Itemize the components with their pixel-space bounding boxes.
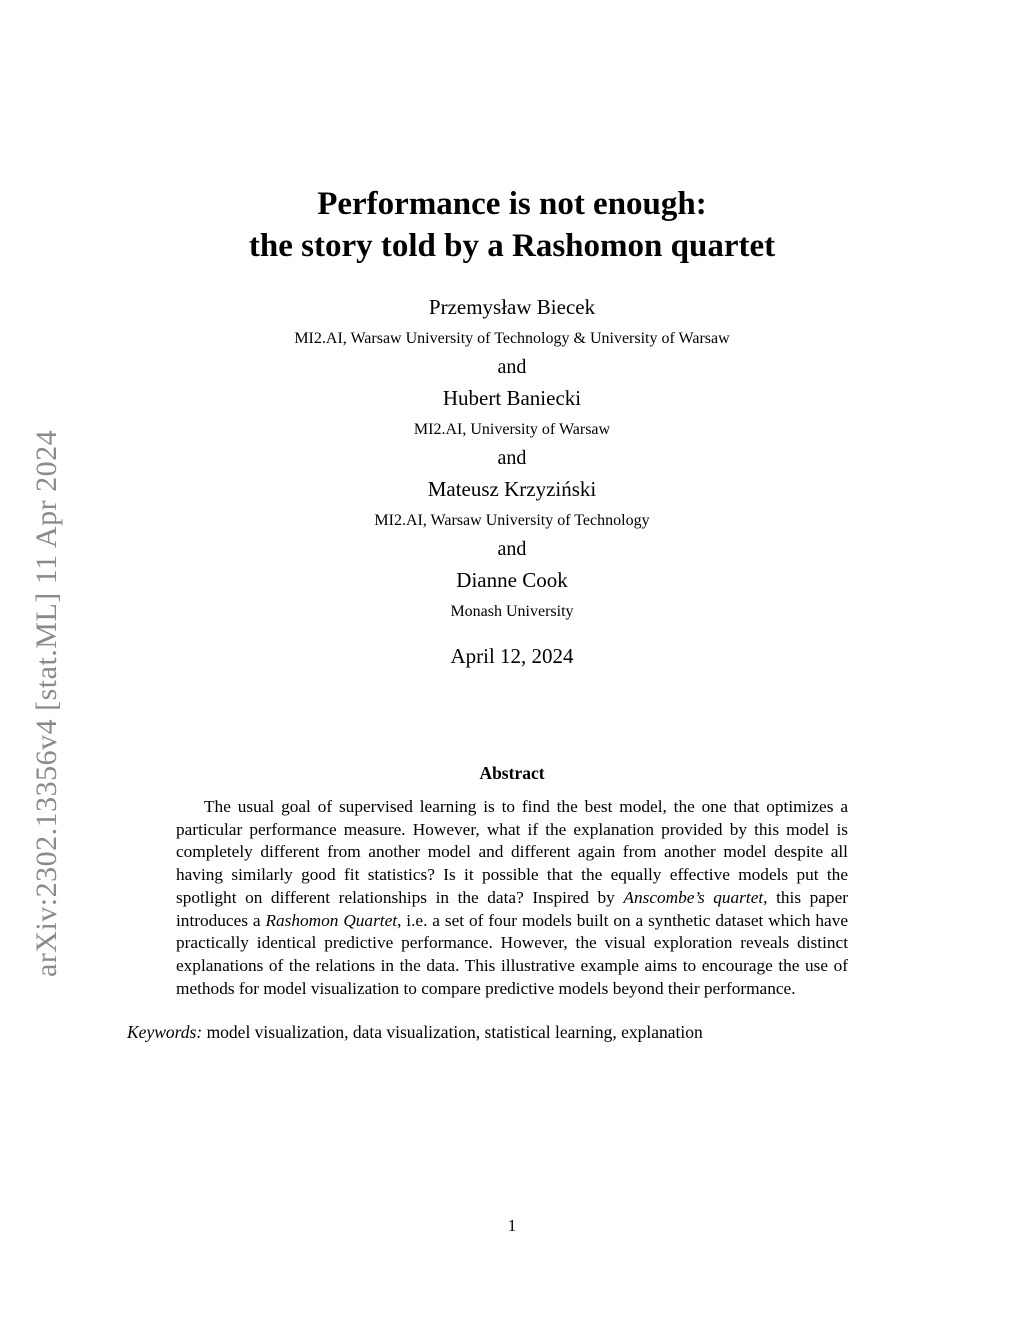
author-separator: and bbox=[497, 447, 527, 469]
abstract-part2: , this paper introduces a bbox=[176, 887, 848, 930]
author-affiliation: MI2.AI, Warsaw University of Technology bbox=[374, 512, 650, 529]
arxiv-stamp: arXiv:2302.13356v4 [stat.ML] 11 Apr 2024 bbox=[30, 429, 63, 977]
author-separator: and bbox=[497, 538, 527, 560]
author-affiliation: MI2.AI, Warsaw University of Technology … bbox=[294, 330, 730, 347]
abstract-part3: , i.e. a set of four models built on a s… bbox=[176, 910, 848, 998]
paper-title-line2: the story told by a Rashomon quartet bbox=[248, 228, 776, 264]
author-separator: and bbox=[497, 356, 527, 378]
paper-title: Performance is not enough: the story tol… bbox=[127, 0, 897, 267]
paper-content: Performance is not enough: the story tol… bbox=[127, 0, 897, 1043]
abstract-part1: The usual goal of supervised learning is… bbox=[176, 797, 848, 907]
author-affiliation: MI2.AI, University of Warsaw bbox=[413, 421, 611, 438]
abstract-text: The usual goal of supervised learning is… bbox=[176, 796, 848, 1000]
page-number: 1 bbox=[507, 1216, 517, 1235]
author-name: Mateusz Krzyziński bbox=[427, 477, 597, 501]
paper-title-line1: Performance is not enough: bbox=[317, 186, 707, 222]
author-name: Dianne Cook bbox=[456, 568, 568, 592]
keywords-line: Keywords: model visualization, data visu… bbox=[127, 1021, 897, 1043]
author-affiliation: Monash University bbox=[450, 603, 574, 620]
author-name: Hubert Baniecki bbox=[442, 386, 582, 410]
abstract-italic-anscombe: Anscombe’s quartet bbox=[623, 887, 764, 907]
abstract-italic-rashomon: Rashomon Quartet bbox=[265, 910, 398, 930]
keywords-label: Keywords: bbox=[127, 1022, 203, 1043]
paper-date: April 12, 2024 bbox=[450, 644, 574, 668]
abstract-heading: Abstract bbox=[479, 763, 545, 783]
keywords-list: model visualization, data visualization,… bbox=[202, 1022, 703, 1043]
author-name: Przemysław Biecek bbox=[428, 295, 596, 319]
